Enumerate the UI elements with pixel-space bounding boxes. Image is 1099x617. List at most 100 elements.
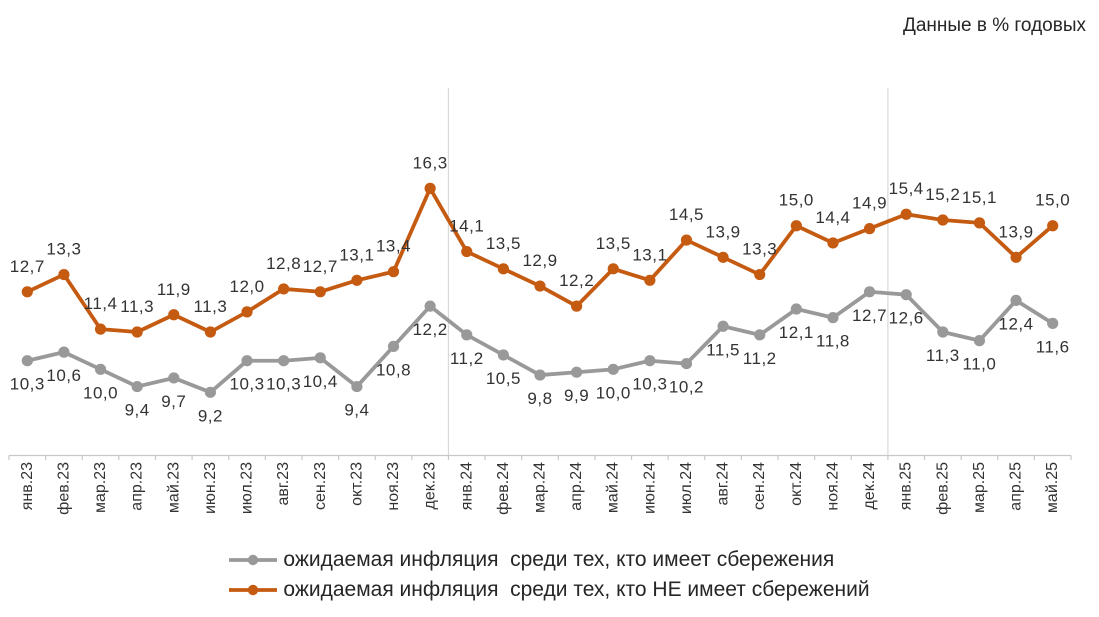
data-label: 13,5 bbox=[596, 234, 631, 253]
units-note: Данные в % годовых bbox=[902, 15, 1086, 36]
data-label: 12,8 bbox=[266, 254, 301, 273]
data-point bbox=[900, 289, 912, 301]
legend-label-savers: ожидаемая инфляция среди тех, кто имеет … bbox=[283, 548, 835, 571]
data-point bbox=[937, 214, 949, 226]
x-axis-label: мар.24 bbox=[532, 462, 549, 513]
x-axis-label: мар.23 bbox=[92, 462, 109, 513]
x-axis-label: фев.24 bbox=[495, 462, 512, 515]
data-label: 10,3 bbox=[229, 375, 264, 394]
data-label: 12,7 bbox=[852, 306, 887, 325]
data-label: 11,3 bbox=[193, 297, 227, 316]
x-axis-label: ноя.23 bbox=[385, 462, 402, 511]
data-label: 13,9 bbox=[706, 222, 741, 241]
data-point bbox=[900, 208, 912, 220]
data-label: 12,4 bbox=[999, 314, 1034, 333]
x-axis-label: июл.23 bbox=[239, 462, 256, 514]
x-axis-label: дек.24 bbox=[861, 462, 878, 510]
data-point bbox=[680, 357, 693, 370]
data-point bbox=[278, 355, 290, 367]
x-axis-label: май.23 bbox=[165, 462, 182, 513]
data-point bbox=[571, 300, 583, 312]
legend-label-non-savers: ожидаемая инфляция среди тех, кто НЕ име… bbox=[283, 578, 870, 601]
data-point bbox=[387, 340, 400, 352]
data-label: 11,9 bbox=[157, 280, 191, 299]
data-point bbox=[644, 355, 656, 367]
data-point bbox=[314, 286, 326, 298]
data-point bbox=[58, 268, 70, 281]
x-axis-label: май.25 bbox=[1044, 462, 1061, 513]
data-point bbox=[717, 251, 729, 263]
data-point bbox=[424, 300, 436, 312]
data-label: 9,8 bbox=[527, 389, 552, 408]
data-label: 13,4 bbox=[376, 237, 411, 256]
data-label: 12,7 bbox=[303, 257, 338, 276]
x-axis-label: авг.23 bbox=[275, 462, 292, 506]
data-label: 11,3 bbox=[926, 346, 960, 365]
x-axis-label: июн.23 bbox=[202, 462, 219, 514]
data-label: 10,3 bbox=[10, 375, 45, 394]
data-point bbox=[607, 263, 619, 275]
data-label: 13,9 bbox=[999, 222, 1034, 241]
data-point bbox=[1047, 317, 1059, 329]
x-axis-label: июл.24 bbox=[678, 462, 695, 514]
data-label: 11,2 bbox=[743, 349, 777, 368]
data-point bbox=[644, 274, 656, 286]
orange-line-marker-icon bbox=[229, 584, 278, 596]
x-axis-label: янв.24 bbox=[458, 462, 475, 510]
data-label: 10,3 bbox=[266, 375, 301, 394]
data-label: 10,2 bbox=[669, 378, 704, 397]
data-point bbox=[168, 309, 180, 321]
data-label: 12,1 bbox=[779, 323, 814, 342]
data-label: 12,6 bbox=[889, 309, 924, 328]
x-axis-label: фев.25 bbox=[934, 462, 951, 515]
x-axis-label: дек.23 bbox=[422, 462, 439, 510]
data-point bbox=[754, 329, 766, 341]
data-label: 10,6 bbox=[46, 366, 81, 385]
data-label: 14,1 bbox=[449, 217, 484, 236]
data-label: 13,1 bbox=[632, 245, 667, 264]
data-label: 10,3 bbox=[632, 375, 667, 394]
data-point bbox=[1047, 220, 1059, 232]
data-point bbox=[534, 280, 546, 292]
data-label: 10,0 bbox=[83, 383, 118, 402]
x-axis-label: окт.24 bbox=[788, 462, 805, 506]
data-label: 9,4 bbox=[125, 401, 150, 420]
data-label: 9,2 bbox=[198, 406, 223, 425]
data-point bbox=[973, 335, 986, 347]
data-point bbox=[131, 326, 143, 338]
data-label: 10,4 bbox=[303, 372, 338, 391]
data-point bbox=[94, 363, 107, 375]
data-point bbox=[387, 266, 400, 278]
data-label: 13,3 bbox=[46, 240, 81, 259]
data-point bbox=[680, 234, 693, 246]
legend-box: ожидаемая инфляция среди тех, кто имеет … bbox=[229, 548, 870, 602]
data-label: 11,6 bbox=[1036, 337, 1070, 356]
data-point bbox=[58, 346, 70, 358]
data-point bbox=[351, 274, 363, 286]
data-point bbox=[937, 326, 949, 338]
x-axis-label: апр.25 bbox=[1008, 462, 1025, 511]
data-label: 14,9 bbox=[852, 194, 887, 213]
data-label: 11,8 bbox=[816, 332, 850, 351]
data-label: 12,2 bbox=[413, 320, 448, 339]
data-label: 9,9 bbox=[564, 386, 589, 405]
data-point bbox=[168, 372, 180, 384]
data-label: 16,3 bbox=[413, 153, 448, 172]
data-label: 10,0 bbox=[596, 383, 631, 402]
x-axis-label: апр.24 bbox=[568, 462, 585, 511]
x-axis-label: ноя.24 bbox=[824, 462, 841, 511]
data-point bbox=[461, 329, 473, 341]
data-point bbox=[204, 386, 217, 398]
data-point bbox=[754, 268, 766, 281]
data-label: 10,5 bbox=[486, 369, 521, 388]
data-label: 13,3 bbox=[742, 240, 777, 259]
data-label: 15,2 bbox=[925, 185, 960, 204]
data-point bbox=[790, 220, 802, 232]
legend-item-savers: ожидаемая инфляция среди тех, кто имеет … bbox=[229, 548, 834, 572]
data-label: 10,8 bbox=[376, 360, 411, 379]
x-axis-label: фев.23 bbox=[55, 462, 72, 515]
x-axis-label: авг.24 bbox=[715, 462, 732, 506]
line-chart: янв.23 фев.23 мар.23 апр.23 май.23 июн.23 июл.… bbox=[8, 88, 1072, 515]
x-axis-label: мар.25 bbox=[971, 462, 988, 513]
data-point bbox=[278, 283, 290, 295]
